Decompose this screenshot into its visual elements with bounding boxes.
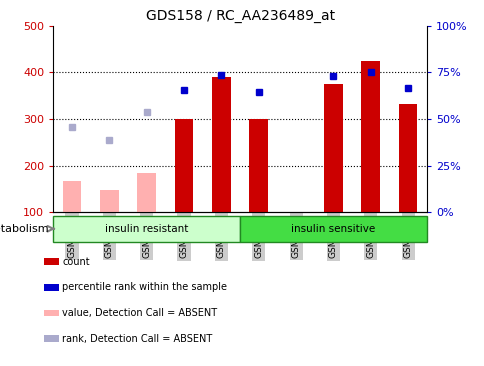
Text: insulin resistant: insulin resistant bbox=[105, 224, 188, 234]
Title: GDS158 / RC_AA236489_at: GDS158 / RC_AA236489_at bbox=[145, 9, 334, 23]
Text: percentile rank within the sample: percentile rank within the sample bbox=[62, 282, 227, 292]
Bar bbox=[212, 77, 230, 212]
Bar bbox=[323, 84, 342, 212]
Text: value, Detection Call = ABSENT: value, Detection Call = ABSENT bbox=[62, 308, 217, 318]
Bar bbox=[398, 104, 417, 212]
Bar bbox=[62, 180, 81, 212]
Bar bbox=[137, 173, 156, 212]
Bar bbox=[44, 284, 59, 291]
Text: count: count bbox=[62, 257, 90, 267]
Bar bbox=[100, 190, 119, 212]
Bar bbox=[240, 216, 426, 242]
Bar bbox=[174, 119, 193, 212]
Text: rank, Detection Call = ABSENT: rank, Detection Call = ABSENT bbox=[62, 333, 212, 344]
Bar bbox=[44, 310, 59, 316]
Text: insulin sensitive: insulin sensitive bbox=[291, 224, 375, 234]
Text: metabolism: metabolism bbox=[0, 224, 48, 234]
Bar bbox=[44, 335, 59, 342]
Bar bbox=[361, 61, 379, 212]
Bar bbox=[44, 258, 59, 265]
Bar bbox=[53, 216, 240, 242]
Bar bbox=[249, 119, 268, 212]
